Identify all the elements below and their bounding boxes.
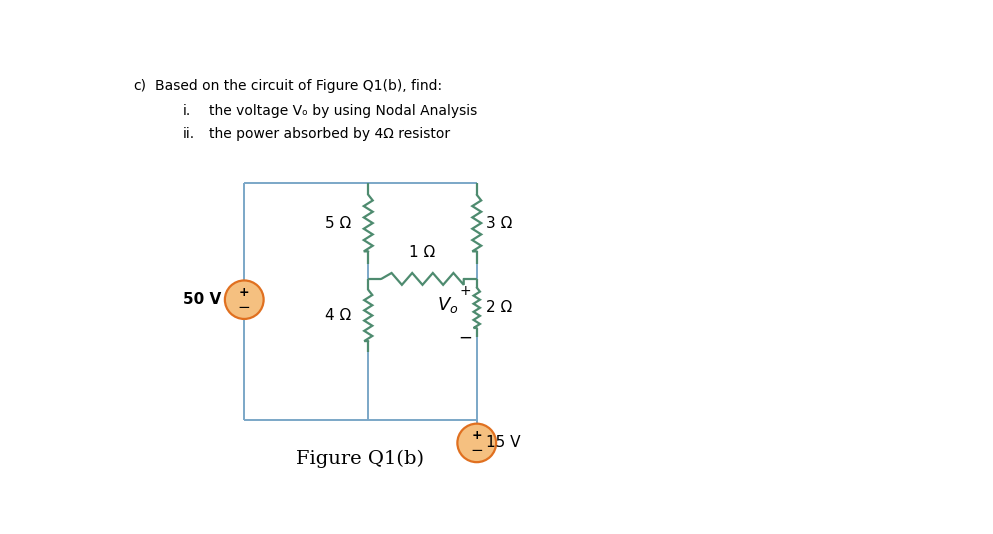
Text: 1 Ω: 1 Ω bbox=[409, 246, 436, 261]
Text: c): c) bbox=[133, 78, 146, 93]
Text: −: − bbox=[458, 329, 472, 347]
Text: +: + bbox=[460, 284, 471, 299]
Circle shape bbox=[458, 423, 496, 462]
Text: 15 V: 15 V bbox=[486, 435, 520, 450]
Circle shape bbox=[224, 280, 263, 319]
Text: 4 Ω: 4 Ω bbox=[325, 308, 352, 323]
Text: −: − bbox=[238, 300, 250, 315]
Text: −: − bbox=[471, 443, 484, 458]
Text: ii.: ii. bbox=[183, 127, 195, 141]
Text: Figure Q1(b): Figure Q1(b) bbox=[297, 449, 424, 468]
Text: 3 Ω: 3 Ω bbox=[486, 216, 512, 231]
Text: Based on the circuit of Figure Q1(b), find:: Based on the circuit of Figure Q1(b), fi… bbox=[155, 78, 442, 93]
Text: 50 V: 50 V bbox=[183, 292, 221, 307]
Text: the voltage Vₒ by using Nodal Analysis: the voltage Vₒ by using Nodal Analysis bbox=[210, 104, 478, 118]
Text: 5 Ω: 5 Ω bbox=[325, 216, 352, 231]
Text: 2 Ω: 2 Ω bbox=[486, 300, 512, 315]
Text: +: + bbox=[472, 429, 482, 442]
Text: +: + bbox=[239, 286, 249, 299]
Text: i.: i. bbox=[183, 104, 191, 118]
Text: the power absorbed by 4Ω resistor: the power absorbed by 4Ω resistor bbox=[210, 127, 451, 141]
Text: $V_o$: $V_o$ bbox=[437, 295, 458, 316]
